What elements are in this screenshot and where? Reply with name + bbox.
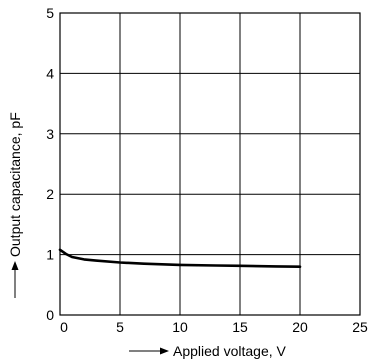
x-axis-label: Applied voltage, V [173,343,287,359]
x-tick-label: 5 [116,319,124,335]
y-tick-label: 5 [46,5,54,21]
y-axis-label: Output capacitance, pF [7,112,23,257]
x-axis-label-group: Applied voltage, V [129,343,287,359]
x-axis-arrowhead [160,347,169,355]
x-tick-label: 15 [232,319,248,335]
y-tick-label: 1 [46,247,54,263]
grid [59,12,361,316]
y-tick-label: 4 [46,65,54,81]
series-line [58,248,302,268]
tick-labels: 0 5 10 15 20 25 0 1 2 3 4 5 [46,5,368,335]
x-tick-label: 0 [60,319,68,335]
y-tick-label: 0 [46,307,54,323]
plot-frame [59,12,361,316]
x-tick-label: 25 [352,319,368,335]
y-tick-label: 3 [46,126,54,142]
x-tick-label: 10 [172,319,188,335]
y-tick-label: 2 [46,186,54,202]
y-axis-label-group: Output capacitance, pF [7,112,23,298]
x-tick-label: 20 [292,319,308,335]
y-axis-arrowhead [11,261,19,270]
